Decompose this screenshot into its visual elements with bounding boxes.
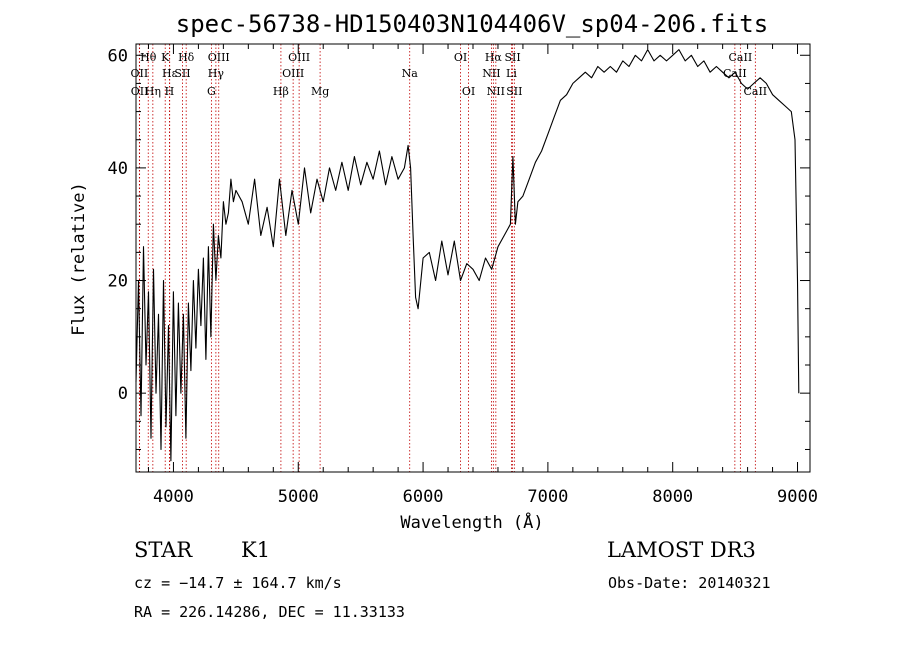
y-tick-label: 40	[108, 159, 128, 179]
spectral-line-label: OIII	[282, 67, 304, 80]
spectral-line-label: SII	[506, 85, 522, 98]
chart-title: spec-56738-HD150403N104406V_sp04-206.fit…	[176, 10, 768, 38]
spectral-line-label: Hη	[145, 85, 161, 98]
spectral-line-label: Hα	[485, 51, 503, 64]
spectral-line-label: K	[161, 51, 170, 64]
x-axis-label: Wavelength (Å)	[400, 511, 543, 533]
cz-value: cz = −14.7 ± 164.7 km/s	[134, 574, 342, 592]
spectral-line-label: CaII	[723, 67, 747, 80]
y-tick-label: 20	[108, 272, 128, 292]
spectral-line-label: OII	[131, 67, 149, 80]
redshift-info: cz = −14.7 ± 164.7 km/s	[134, 574, 342, 592]
x-tick-label: 4000	[153, 487, 194, 507]
x-tick-label: 8000	[652, 487, 693, 507]
obs-date-value: Obs-Date: 20140321	[608, 574, 771, 592]
survey-label: LAMOST DR3	[607, 538, 756, 562]
spectral-line-label: OI	[462, 85, 475, 98]
y-axis-label: Flux (relative)	[69, 182, 89, 336]
y-tick-label: 0	[118, 384, 128, 404]
x-tick-label: 9000	[777, 487, 818, 507]
spectral-line-label: OI	[454, 51, 467, 64]
spectral-line-markers	[138, 44, 756, 472]
spectral-line-label: CaII	[743, 85, 767, 98]
obs-date-info: Obs-Date: 20140321	[608, 574, 771, 592]
spectral-line-label: OIII	[208, 51, 230, 64]
spectral-line-label: NII	[487, 85, 505, 98]
class-label: STAR	[134, 538, 193, 562]
coords-value: RA = 226.14286, DEC = 11.33133	[134, 603, 405, 621]
object-class: STAR	[134, 538, 192, 562]
spectral-line-label: SII	[174, 67, 190, 80]
spectral-line-label: G	[207, 85, 216, 98]
spectral-line-label: Mg	[311, 85, 329, 98]
spectral-line-label: SII	[504, 51, 520, 64]
spectral-line-label: Li	[506, 67, 517, 80]
x-tick-label: 5000	[278, 487, 319, 507]
coordinates-info: RA = 226.14286, DEC = 11.33133	[134, 603, 405, 621]
plot-frame	[135, 43, 811, 473]
y-axis-ticks: 0 20 40 60	[108, 46, 810, 450]
spectral-line-label: Hδ	[178, 51, 195, 64]
object-subclass: K1	[241, 538, 270, 562]
spectrum-line	[135, 49, 800, 462]
spectral-line-label: CaII	[729, 51, 753, 64]
spectral-line-label: Hβ	[273, 85, 289, 98]
spectral-line-label: NII	[482, 67, 500, 80]
spectral-line-label: Hε	[162, 67, 178, 80]
spectral-line-label: OIII	[288, 51, 310, 64]
spectral-line-label: Na	[402, 67, 419, 80]
spectral-line-label: H	[165, 85, 175, 98]
survey-name: LAMOST DR3	[607, 538, 756, 562]
x-tick-label: 7000	[527, 487, 568, 507]
spectral-line-label: Hθ	[140, 51, 157, 64]
x-axis-ticks: 4000 5000 6000 7000 8000 9000	[147, 44, 818, 507]
subclass-label: K1	[241, 538, 271, 562]
spectral-line-label: OII	[131, 85, 149, 98]
x-tick-label: 6000	[403, 487, 444, 507]
spectral-line-label: Hγ	[208, 67, 225, 80]
y-tick-label: 60	[108, 46, 128, 66]
